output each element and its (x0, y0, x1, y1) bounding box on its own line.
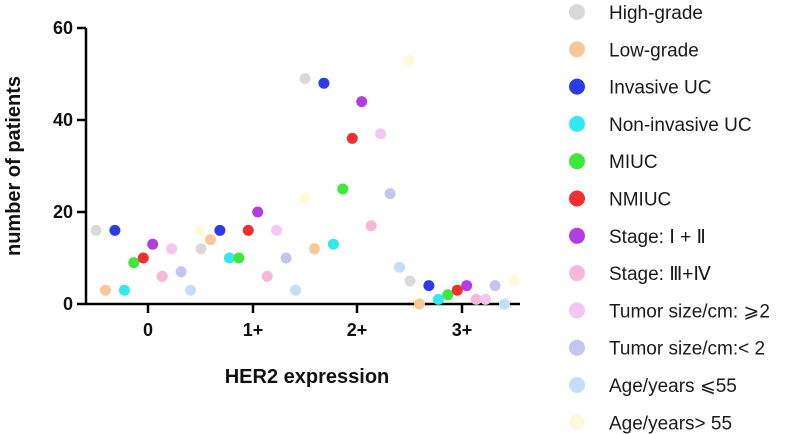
y-tick-label: 60 (53, 18, 73, 38)
point-stage (461, 280, 473, 292)
point-tumor-size-cm-2 (280, 252, 292, 264)
legend-label-low-grade: Low-grade (609, 40, 699, 61)
y-tick-label: 0 (63, 294, 73, 314)
point-low-grade (414, 298, 425, 310)
point-miuc (128, 257, 140, 269)
point-high-grade (404, 275, 416, 287)
point-miuc (442, 289, 454, 301)
point-low-grade (205, 234, 216, 246)
legend-marker-tumor-size-cm-2 (569, 302, 585, 319)
point-nmiuc (346, 132, 358, 144)
legend-marker-tumor-size-cm-2 (569, 339, 585, 356)
point-nmiuc (137, 252, 149, 264)
legend-marker-miuc (569, 153, 585, 170)
legend-label-invasive-uc: Invasive UC (609, 78, 711, 99)
point-miuc (337, 183, 349, 195)
legend-marker-high-grade (569, 4, 585, 20)
point-invasive-uc (423, 280, 435, 292)
point-tumor-size-cm-2 (384, 188, 396, 200)
point-non-invasive-uc (327, 238, 339, 250)
x-axis-ticks: 0 1+ 2+ 3+ (143, 304, 472, 340)
point-stage (470, 293, 482, 305)
legend-label-stage: Stage: Ⅲ+Ⅳ (609, 264, 711, 285)
point-non-invasive-uc (432, 293, 444, 305)
x-tick-label: 1+ (243, 320, 264, 340)
legend-label-tumor-size-cm-2: Tumor size/cm:< 2 (609, 339, 765, 360)
point-high-grade (299, 73, 311, 85)
point-miuc (233, 252, 245, 264)
point-tumor-size-cm-2 (166, 243, 178, 255)
point-tumor-size-cm-2 (271, 224, 283, 236)
legend-marker-nmiuc (569, 190, 585, 207)
point-high-grade (195, 243, 207, 255)
point-tumor-size-cm-2 (489, 280, 501, 292)
data-points (90, 54, 520, 310)
point-high-grade (90, 224, 102, 236)
y-axis-ticks: 0 20 40 60 (53, 18, 86, 314)
point-age-years-55 (185, 284, 196, 296)
legend-marker-non-invasive-uc (569, 115, 585, 132)
point-age-years-55 (499, 298, 510, 310)
legend-label-stage: Stage: Ⅰ + Ⅱ (609, 227, 706, 248)
point-tumor-size-cm-2 (480, 293, 492, 305)
point-stage (252, 206, 264, 218)
legend-label-tumor-size-cm-2: Tumor size/cm: ⩾2 (609, 301, 770, 322)
point-age-years-55 (403, 54, 415, 66)
legend-label-non-invasive-uc: Non-invasive UC (609, 115, 752, 136)
legend-marker-stage (569, 227, 585, 244)
chart-axes (84, 28, 520, 306)
point-low-grade (100, 284, 111, 296)
point-invasive-uc (109, 224, 121, 236)
chart-legend: High-grade Low-grade Invasive UC Non-invasi… (569, 3, 770, 434)
y-tick-label: 40 (53, 110, 73, 130)
x-tick-label: 0 (143, 320, 153, 340)
point-age-years-55 (194, 224, 206, 236)
legend-marker-low-grade (569, 41, 585, 58)
point-non-invasive-uc (118, 284, 130, 296)
legend-label-age-years-55: Age/years ⩽55 (609, 376, 737, 397)
point-tumor-size-cm-2 (375, 128, 387, 140)
point-stage (147, 238, 159, 250)
point-invasive-uc (318, 77, 330, 89)
point-nmiuc (242, 224, 254, 236)
point-stage (261, 270, 273, 282)
point-stage (356, 96, 368, 108)
point-non-invasive-uc (223, 252, 235, 264)
legend-label-nmiuc: NMIUC (609, 190, 671, 211)
point-age-years-55 (394, 261, 405, 273)
point-tumor-size-cm-2 (175, 266, 187, 278)
y-tick-label: 20 (53, 202, 73, 222)
x-axis-title: HER2 expression (225, 366, 390, 388)
legend-marker-invasive-uc (569, 78, 585, 95)
x-tick-label: 3+ (452, 320, 473, 340)
point-age-years-55 (508, 275, 520, 287)
point-low-grade (309, 243, 320, 255)
y-axis-title: number of patients (3, 76, 25, 256)
legend-label-miuc: MIUC (609, 152, 658, 173)
legend-marker-stage (569, 265, 585, 282)
legend-label-age-years-55: Age/years> 55 (609, 413, 732, 434)
point-age-years-55 (290, 284, 301, 296)
x-tick-label: 2+ (347, 320, 368, 340)
legend-marker-age-years-55 (569, 377, 585, 393)
point-stage (365, 220, 377, 232)
legend-marker-age-years-55 (569, 414, 585, 431)
point-invasive-uc (214, 224, 226, 236)
point-nmiuc (451, 284, 463, 296)
point-stage (156, 270, 168, 282)
legend-label-high-grade: High-grade (609, 3, 703, 24)
point-age-years-55 (299, 192, 311, 204)
